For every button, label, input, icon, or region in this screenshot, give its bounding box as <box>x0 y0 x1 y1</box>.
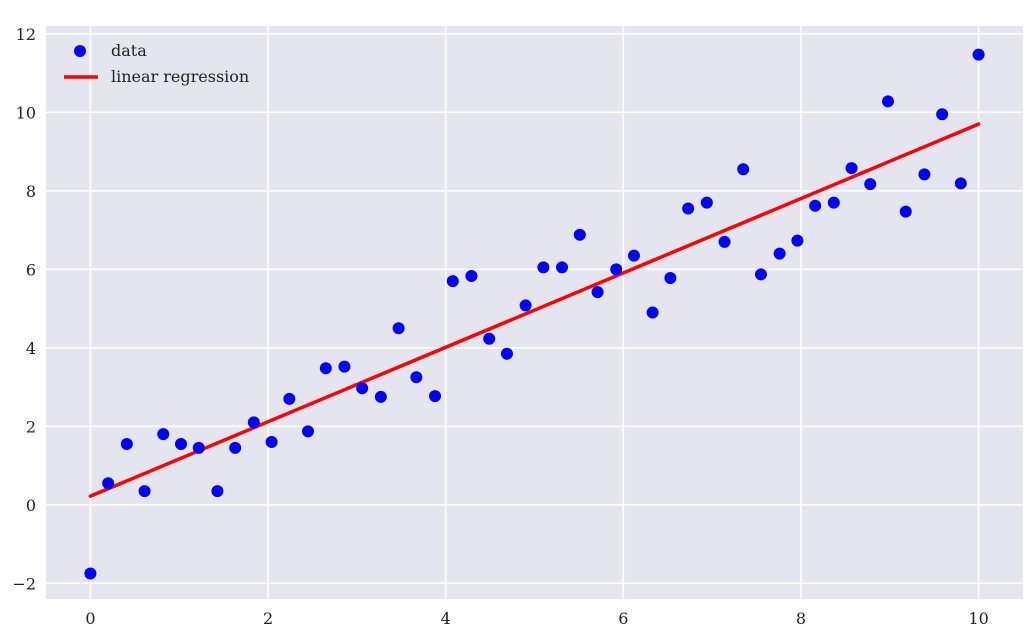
y-tick-label: 0 <box>26 496 36 515</box>
data-point <box>175 437 188 450</box>
x-tick-label: 0 <box>85 609 95 628</box>
y-tick-label: 12 <box>16 25 36 44</box>
data-point <box>718 235 731 248</box>
data-point <box>954 177 967 190</box>
x-tick-label: 4 <box>441 609 451 628</box>
data-point <box>265 436 278 449</box>
data-point <box>809 199 822 212</box>
y-tick-label: 10 <box>16 103 36 122</box>
data-point <box>664 271 677 284</box>
data-point <box>646 306 659 319</box>
data-point <box>573 228 586 241</box>
grid-lines <box>46 26 1023 599</box>
data-point <box>591 286 604 299</box>
x-tick-label: 10 <box>968 609 988 628</box>
data-point <box>483 332 496 345</box>
data-point <box>374 390 387 403</box>
legend-label: data <box>111 41 147 60</box>
tick-labels: 0 2 4 6 8 10 −2 0 2 4 6 8 10 12 <box>12 25 988 628</box>
x-tick-label: 8 <box>796 609 806 628</box>
data-point <box>556 261 569 274</box>
data-point <box>302 425 315 438</box>
data-point <box>773 247 786 260</box>
data-point <box>972 48 985 61</box>
data-point <box>102 477 115 490</box>
legend-marker-data <box>74 45 86 57</box>
data-point <box>754 268 767 281</box>
data-point <box>537 261 550 274</box>
legend-label: linear regression <box>111 67 249 86</box>
data-point <box>446 275 459 288</box>
x-tick-label: 6 <box>618 609 628 628</box>
data-point <box>881 95 894 108</box>
data-point <box>519 299 532 312</box>
plot-area-background <box>46 26 1023 599</box>
data-point <box>936 108 949 121</box>
data-point <box>247 416 260 429</box>
data-point <box>392 322 405 335</box>
data-point <box>465 270 478 283</box>
legend: data linear regression <box>64 41 249 86</box>
data-point <box>192 441 205 454</box>
data-point <box>682 202 695 215</box>
y-tick-label: 6 <box>26 260 36 279</box>
data-point <box>229 441 242 454</box>
y-tick-label: 4 <box>26 339 36 358</box>
data-point <box>211 485 224 498</box>
data-point <box>84 567 97 580</box>
y-tick-label: 8 <box>26 182 36 201</box>
y-tick-label: 2 <box>26 417 36 436</box>
data-point <box>791 234 804 247</box>
series-layer <box>84 48 985 580</box>
data-point <box>918 168 931 181</box>
data-point <box>338 360 351 373</box>
data-point <box>429 390 442 403</box>
data-point <box>283 392 296 405</box>
data-point <box>138 485 151 498</box>
regression-line <box>88 122 981 498</box>
data-point <box>627 249 640 262</box>
data-point <box>899 205 912 218</box>
data-point <box>120 437 133 450</box>
data-point <box>827 196 840 209</box>
data-point <box>864 178 877 191</box>
data-point <box>845 162 858 175</box>
data-point <box>410 371 423 384</box>
data-point <box>319 362 332 375</box>
data-point <box>737 163 750 176</box>
data-point <box>610 263 623 276</box>
data-point <box>157 428 170 441</box>
data-point <box>356 382 369 395</box>
data-point <box>700 196 713 209</box>
x-tick-label: 2 <box>263 609 273 628</box>
data-point <box>500 347 513 360</box>
y-tick-label: −2 <box>12 574 36 593</box>
